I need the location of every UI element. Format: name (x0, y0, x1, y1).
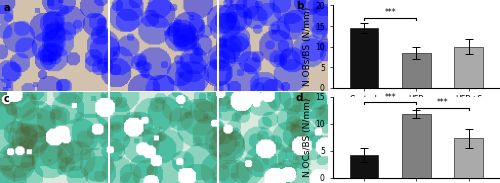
Bar (454, 138, 483, 178)
Text: c: c (4, 94, 9, 104)
Y-axis label: N.OBs/BS (N/mm): N.OBs/BS (N/mm) (304, 7, 312, 86)
Text: d: d (296, 93, 303, 103)
Text: ***: *** (384, 93, 396, 102)
Text: b: b (296, 1, 303, 11)
Y-axis label: N.OCs/BS (N/mm): N.OCs/BS (N/mm) (304, 98, 312, 177)
Bar (454, 47, 483, 88)
Bar (350, 155, 378, 178)
Bar (350, 28, 378, 88)
Text: a: a (4, 3, 10, 13)
Bar (402, 114, 430, 178)
Bar (402, 53, 430, 88)
Text: ***: *** (436, 98, 448, 107)
Text: ***: *** (384, 8, 396, 17)
